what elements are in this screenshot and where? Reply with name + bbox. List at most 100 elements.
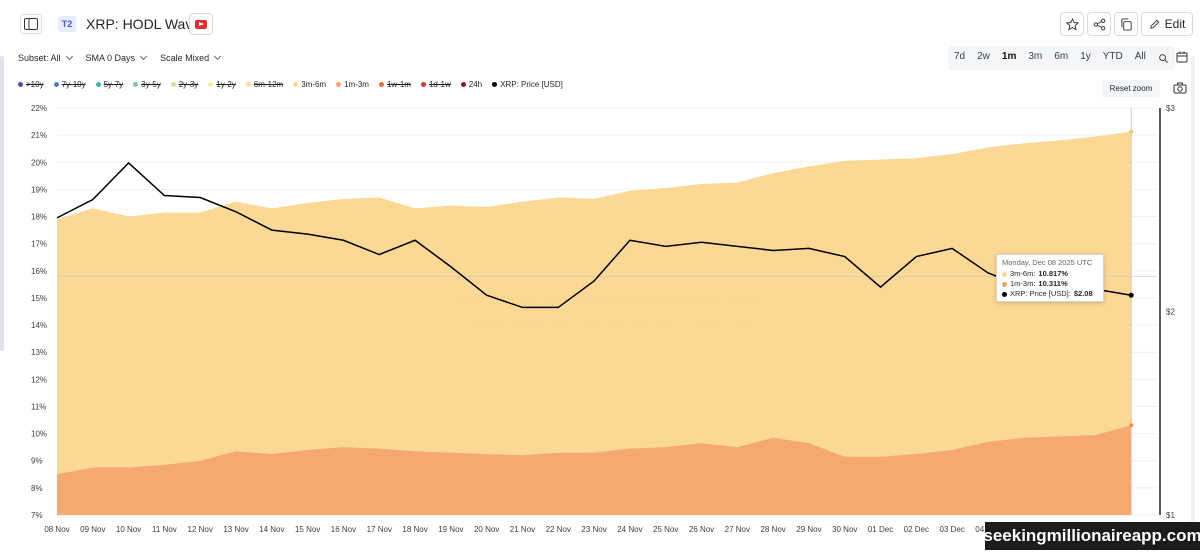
legend-item[interactable]: 6m-12m <box>245 80 284 89</box>
edit-button-label: Edit <box>1164 17 1186 31</box>
legend-label: 7y-10y <box>61 80 86 89</box>
legend-dot <box>245 82 251 87</box>
y-axis-left-tick-label: 13% <box>31 348 47 357</box>
zoom-icon <box>1159 53 1168 63</box>
timerange-6m[interactable]: 6m <box>1054 51 1069 62</box>
zoom-select-button[interactable] <box>1152 46 1175 70</box>
timerange-all[interactable]: All <box>1134 51 1146 62</box>
y-axis-right-tick-label: $3 <box>1166 104 1175 113</box>
legend-item[interactable]: 3m-6m <box>293 80 326 89</box>
source-banner: seekingmillionaireapp.com <box>983 522 1200 550</box>
y-axis-left-tick-label: 10% <box>31 430 47 439</box>
legend-item[interactable]: 5y-7y <box>95 80 124 89</box>
youtube-button[interactable] <box>189 13 213 35</box>
y-axis-right-tick-label: $2 <box>1166 308 1175 317</box>
y-axis-left-tick-label: 11% <box>31 402 46 411</box>
tooltip-row-label: 3m-6m: <box>1010 269 1036 278</box>
x-axis-tick-label: 29 Nov <box>796 525 821 534</box>
camera-icon[interactable] <box>1173 82 1187 94</box>
legend-item[interactable]: XRP: Price [USD] <box>492 80 563 89</box>
x-axis-tick-label: 01 Dec <box>868 525 893 534</box>
price-line <box>56 161 1132 309</box>
youtube-icon <box>195 19 207 29</box>
legend-dot <box>336 82 342 87</box>
legend-item[interactable]: 1w-1m <box>378 80 411 89</box>
edit-button[interactable]: Edit <box>1141 12 1193 36</box>
star-icon <box>1065 17 1079 31</box>
legend-label: 3m-6m <box>301 80 327 89</box>
legend-dot <box>53 82 59 87</box>
x-axis-tick-label: 13 Nov <box>223 525 248 534</box>
legend-item[interactable]: 7y-10y <box>53 80 86 89</box>
y-axis-left-tick-label: 20% <box>31 158 47 167</box>
legend-dot <box>170 82 176 87</box>
legend-dot <box>492 82 498 87</box>
legend-item[interactable]: >10y <box>18 80 44 89</box>
y-axis-right-tick-label: $1 <box>1166 511 1175 520</box>
legend-item[interactable]: 1m-3m <box>336 80 369 89</box>
x-axis-tick-label: 10 Nov <box>116 525 141 534</box>
x-axis-tick-label: 14 Nov <box>259 525 284 534</box>
left-scrollbar[interactable] <box>0 56 4 351</box>
y-axis-left-tick-label: 8% <box>31 484 43 493</box>
scale-dropdown[interactable]: Scale Mixed <box>160 52 222 63</box>
timerange-1y[interactable]: 1y <box>1080 51 1091 62</box>
y-axis-left-tick-label: 14% <box>31 321 47 330</box>
scale-label: Scale Mixed <box>160 53 210 63</box>
timerange-2w[interactable]: 2w <box>977 51 990 62</box>
legend-label: 6m-12m <box>253 80 284 89</box>
x-axis-tick-label: 28 Nov <box>760 525 785 534</box>
sma-dropdown[interactable]: SMA 0 Days <box>85 52 148 63</box>
legend-item[interactable]: 3y-5y <box>133 80 161 89</box>
legend-label: 5y-7y <box>103 80 124 89</box>
x-axis-tick-label: 18 Nov <box>402 525 427 534</box>
x-axis-tick-label: 08 Nov <box>44 525 69 534</box>
chevron-down-icon <box>214 52 222 61</box>
y-axis-left-tick-label: 12% <box>31 375 47 384</box>
calendar-button[interactable] <box>1172 47 1192 67</box>
tooltip-dot <box>1002 271 1007 277</box>
legend-dot <box>293 82 299 87</box>
legend-label: 24h <box>468 80 483 89</box>
share-button[interactable] <box>1087 12 1111 36</box>
timerange-3m[interactable]: 3m <box>1028 51 1043 62</box>
area-3m-6m <box>57 131 1132 475</box>
x-axis-tick-label: 27 Nov <box>725 525 750 534</box>
sidebar-toggle-button[interactable] <box>20 14 42 34</box>
copy-button[interactable] <box>1114 12 1138 36</box>
right-scrollbar[interactable] <box>1191 56 1195 546</box>
y-axis-left-tick-label: 9% <box>31 457 43 466</box>
legend-item[interactable]: 1y-2y <box>208 80 236 89</box>
legend-label: 1w-1m <box>386 80 411 89</box>
sma-label: SMA 0 Days <box>85 53 136 63</box>
y-axis-left-tick-label: 18% <box>31 213 47 222</box>
tooltip-row: 1m-3m: 10.311% <box>1002 279 1098 289</box>
hodl-waves-chart: glassnode 7%8%9%10%11%12%13%14%15%16%17%… <box>31 104 1180 534</box>
chevron-down-icon <box>65 52 73 61</box>
y-axis-left-tick-label: 19% <box>31 185 47 194</box>
timerange-ytd[interactable]: YTD <box>1102 51 1123 62</box>
favorite-button[interactable] <box>1060 12 1084 36</box>
timerange-7d[interactable]: 7d <box>954 51 966 62</box>
tooltip-row-value: 10.311% <box>1038 279 1068 288</box>
reset-zoom-button[interactable]: Reset zoom <box>1102 80 1160 97</box>
legend-label: 3y-5y <box>141 80 161 89</box>
legend-label: XRP: Price [USD] <box>500 80 563 89</box>
legend-item[interactable]: 1d-1w <box>420 80 451 89</box>
timerange-1m[interactable]: 1m <box>1001 51 1017 62</box>
tooltip-dot <box>1002 291 1007 297</box>
x-axis-tick-label: 24 Nov <box>617 525 642 534</box>
area-1m-3m <box>57 425 1132 515</box>
legend-item[interactable]: 2y-3y <box>170 80 198 89</box>
tooltip-row: 3m-6m: 10.817% <box>1002 269 1098 279</box>
legend-dot <box>133 82 139 87</box>
tier-badge: T2 <box>58 16 76 32</box>
legend-item[interactable]: 24h <box>460 80 483 89</box>
chart-tooltip: Monday, Dec 08 2025 UTC 3m-6m: 10.817% 1… <box>996 254 1104 302</box>
x-axis-tick-label: 19 Nov <box>438 525 463 534</box>
subset-dropdown[interactable]: Subset: All <box>18 52 73 63</box>
x-axis-tick-label: 15 Nov <box>295 525 320 534</box>
legend-dot <box>460 82 466 87</box>
y-axis-left-tick-label: 15% <box>31 294 47 303</box>
tooltip-dot <box>1002 281 1007 287</box>
